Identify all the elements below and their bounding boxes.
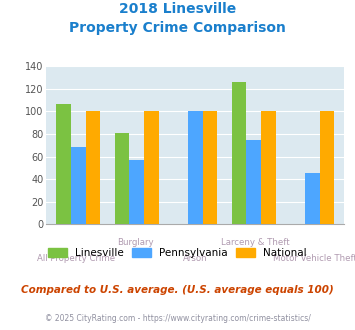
Text: Compared to U.S. average. (U.S. average equals 100): Compared to U.S. average. (U.S. average … (21, 285, 334, 295)
Text: All Property Crime: All Property Crime (37, 254, 115, 263)
Text: Larceny & Theft: Larceny & Theft (220, 238, 289, 247)
Bar (188, 111, 203, 224)
Text: 2018 Linesville: 2018 Linesville (119, 2, 236, 16)
Bar (305, 174, 320, 224)
Text: Property Crime Comparison: Property Crime Comparison (69, 21, 286, 35)
Bar (246, 140, 261, 224)
Bar (203, 111, 217, 224)
Text: © 2025 CityRating.com - https://www.cityrating.com/crime-statistics/: © 2025 CityRating.com - https://www.city… (45, 314, 310, 323)
Text: Arson: Arson (183, 254, 208, 263)
Bar (86, 111, 100, 224)
Bar (261, 111, 275, 224)
Bar (71, 148, 86, 224)
Bar (130, 160, 144, 224)
Bar (320, 111, 334, 224)
Text: Motor Vehicle Theft: Motor Vehicle Theft (273, 254, 355, 263)
Bar (232, 82, 246, 224)
Bar (144, 111, 159, 224)
Legend: Linesville, Pennsylvania, National: Linesville, Pennsylvania, National (44, 244, 311, 262)
Bar (56, 105, 71, 224)
Text: Burglary: Burglary (117, 238, 154, 247)
Bar (115, 133, 130, 224)
